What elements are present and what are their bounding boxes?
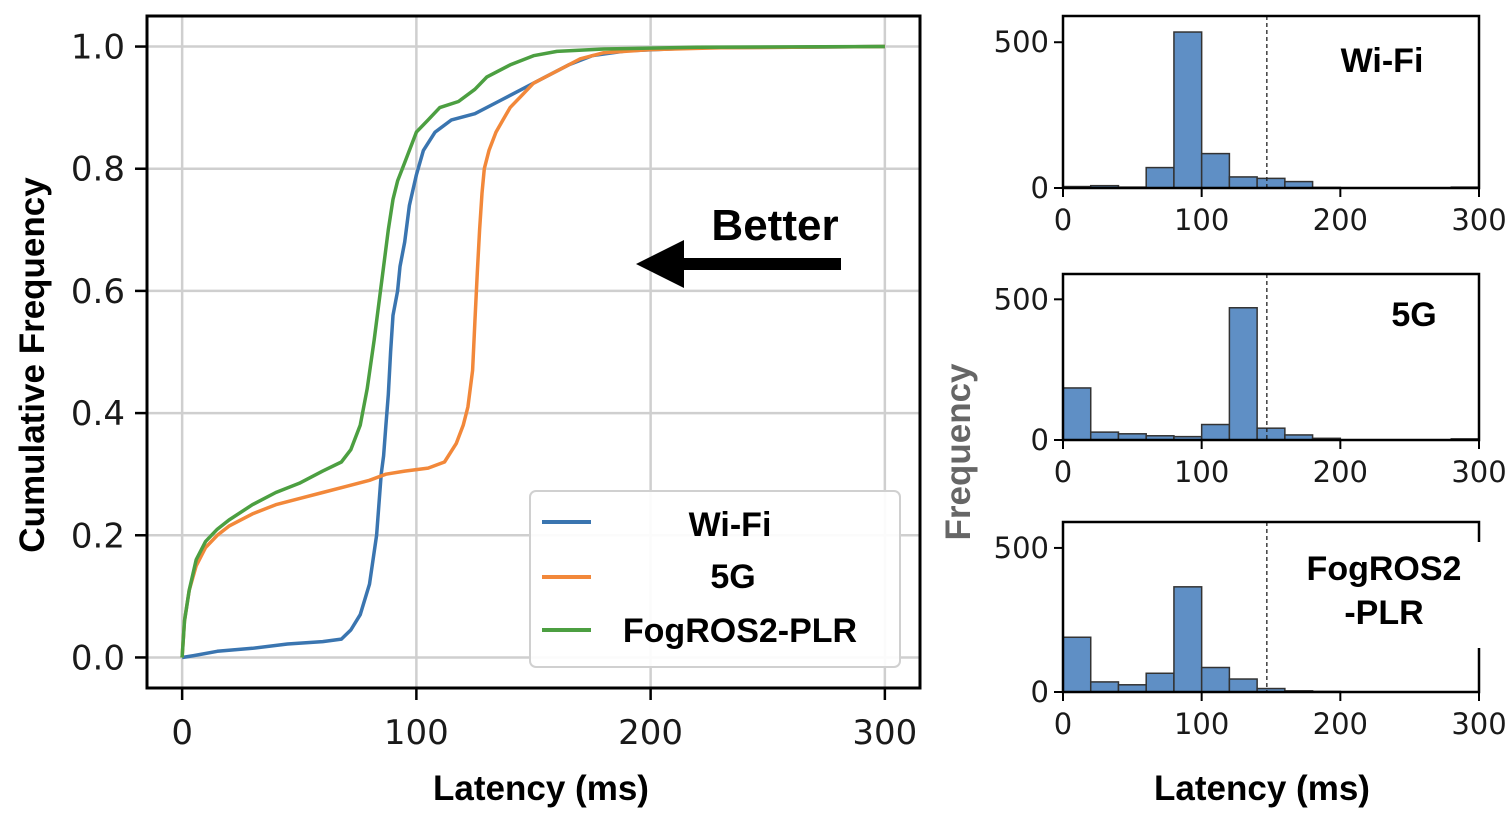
cdf-y-tick-label: 0.6 [71,272,125,312]
cdf-x-tick-label: 0 [171,713,193,753]
histogram-x-tick-label: 300 [1451,455,1506,489]
cdf-legend: Wi-Fi 5G FogROS2-PLR [529,490,901,668]
histogram-bar [1200,152,1231,189]
histogram-panel-label-5g: 5G [1391,296,1436,334]
cdf-x-tick-label: 300 [852,713,917,753]
histogram-bar [1228,307,1258,441]
histogram-bar [1173,31,1203,189]
cdf-line-fogros2-plr [180,44,885,658]
better-arrow-icon [636,240,841,288]
histogram-bar [1200,666,1231,693]
histogram-panel-fogros2-plr: 0 100 200 300 0 500 FogROS2 -PLR [994,520,1507,741]
histogram-x-axis-label: Latency (ms) [1154,769,1370,808]
cdf-x-tick-label: 200 [618,713,683,753]
better-annotation: Better [711,201,838,250]
histogram-plot-frame [1061,14,1481,190]
cdf-y-axis-label: Cumulative Frequency [13,177,52,553]
histogram-x-tick-label: 300 [1451,707,1506,741]
histogram-label-background [1284,542,1484,648]
histogram-x-tick-label: 100 [1174,707,1229,741]
cdf-y-tick-label: 0.4 [71,394,125,434]
histogram-x-tick-label: 0 [1054,455,1072,489]
histogram-panel-5g: 0 100 200 300 0 500 5G [994,272,1507,489]
cdf-plot-frame [145,14,922,690]
legend-label-5g: 5G [710,558,755,596]
histogram-x-tick-label: 200 [1313,707,1368,741]
legend-label-wifi: Wi-Fi [689,506,772,544]
cdf-y-tick-label: 0.8 [71,150,125,190]
histogram-bar [1228,678,1258,693]
histogram-x-tick-label: 200 [1313,203,1368,237]
histogram-y-tick-label: 0 [1031,675,1049,709]
histogram-y-tick-label: 0 [1031,171,1049,205]
histogram-x-tick-label: 100 [1174,203,1229,237]
histogram-bar [1256,427,1286,441]
cdf-y-ticks: 0.0 0.2 0.4 0.6 0.8 1.0 [71,28,147,678]
histogram-x-tick-label: 300 [1451,203,1506,237]
histogram-bar [1062,387,1092,441]
histogram-x-tick-label: 0 [1054,203,1072,237]
cdf-lines [180,44,885,660]
cdf-y-tick-label: 1.0 [71,28,125,68]
histogram-panel-label-fogros2-plr: FogROS2 -PLR [1307,550,1462,632]
histogram-bar [1062,636,1092,693]
cdf-line-5g [180,44,885,658]
histogram-panel-wifi: 0 100 200 300 0 500 Wi-Fi [994,14,1507,237]
histogram-y-tick-label: 500 [994,282,1049,316]
histogram-bar [1145,166,1175,189]
histogram-y-axis-label: Frequency [939,363,978,541]
histogram-bar [1145,672,1175,693]
cdf-y-tick-label: 0.2 [71,516,125,556]
histogram-y-tick-label: 500 [994,531,1049,565]
histogram-bar [1173,586,1203,693]
histogram-x-tick-label: 100 [1174,455,1229,489]
histogram-bar [1089,681,1120,693]
histogram-plot-frame [1061,272,1481,442]
cdf-x-axis-label: Latency (ms) [433,769,649,808]
histogram-bar [1200,423,1231,441]
histogram-y-tick-label: 500 [994,25,1049,59]
legend-label-fogros2-plr: FogROS2-PLR [623,612,857,650]
cdf-x-ticks: 0 100 200 300 [171,688,917,753]
cdf-y-tick-label: 0.0 [71,638,125,678]
histogram-x-tick-label: 0 [1054,707,1072,741]
histogram-y-tick-label: 0 [1031,423,1049,457]
histogram-panel-label-wifi: Wi-Fi [1341,42,1424,80]
histogram-bar [1228,176,1258,189]
cdf-x-tick-label: 100 [384,713,449,753]
histogram-bar [1256,177,1286,189]
histogram-x-tick-label: 200 [1313,455,1368,489]
cdf-panel: 0 100 200 300 0.0 0.2 0.4 0.6 0.8 1.0 Latency (m… [13,14,922,808]
legend-box [529,490,901,668]
